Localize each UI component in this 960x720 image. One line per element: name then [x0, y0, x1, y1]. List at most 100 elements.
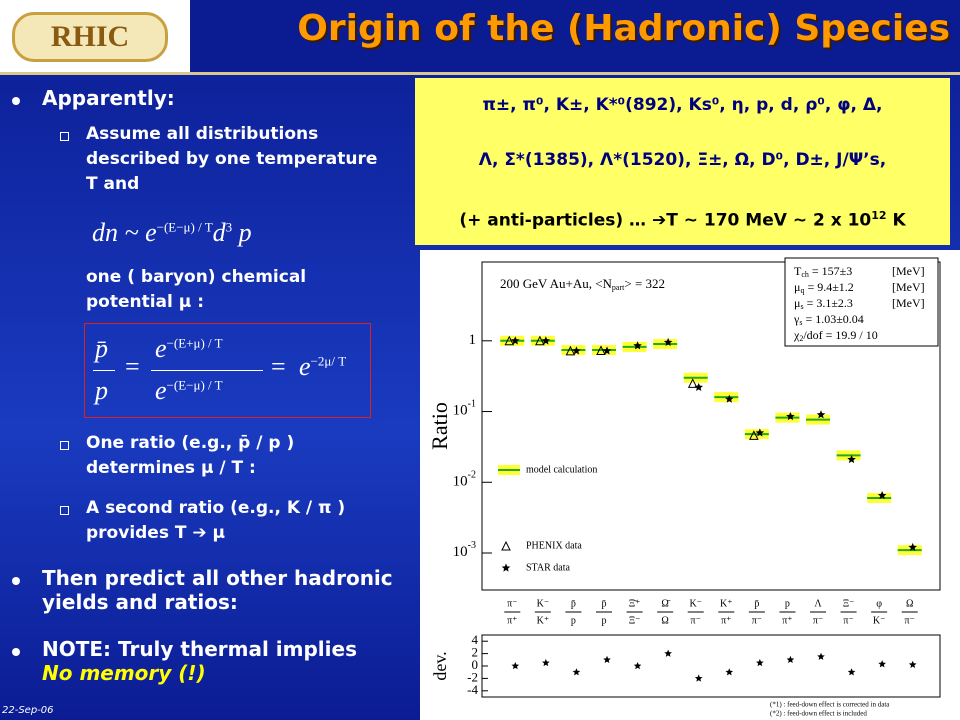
f-part: e−(E−μ) / T: [155, 376, 223, 406]
footnote: (*2) : feed-down effect is included: [770, 710, 867, 718]
box-text: K: [886, 210, 906, 231]
fit-row: = 9.4±1.2: [804, 280, 853, 294]
fit-row: γ: [793, 312, 800, 326]
star-point: [663, 337, 673, 347]
slide-title: Origin of the (Hadronic) Species: [297, 8, 950, 49]
dev-point: [664, 649, 672, 657]
fit-row: T: [794, 264, 802, 278]
star-point: [633, 341, 642, 350]
box-text: (+ anti-particles) … ➔T ~ 170 MeV ~ 2 x …: [459, 210, 872, 231]
frac-bar: [93, 370, 115, 371]
star-point: [694, 382, 703, 391]
fit-row: = 1.03±0.04: [802, 312, 863, 326]
legend-label: PHENIX data: [526, 540, 582, 551]
frac-bar: [151, 370, 263, 371]
box-line: Λ, Σ*(1385), Λ*(1520), Ξ±, Ω, D⁰, D±, J/…: [478, 150, 887, 170]
category-denominator: p: [602, 615, 607, 626]
fit-row: γs = 1.03±0.04: [793, 312, 864, 327]
category-denominator: π⁻: [691, 615, 701, 626]
box-line: π±, π⁰, K±, K*⁰(892), Ks⁰, η, p, d, ρ⁰, …: [482, 95, 883, 115]
sub-bullet: [60, 506, 69, 515]
star-point: [541, 336, 551, 345]
category-numerator: Ω̄: [661, 598, 670, 609]
y-axis-label: Ratio: [427, 402, 452, 450]
box-line: (+ anti-particles) … ➔T ~ 170 MeV ~ 2 x …: [415, 188, 950, 249]
sub-text: Assume all distributions described by on…: [86, 124, 378, 194]
phenix-point: [565, 345, 576, 356]
category-numerator: p̄: [754, 598, 759, 609]
f-part: 3: [225, 219, 233, 235]
y-tick-label: -1: [468, 399, 476, 410]
fit-row: = 3.1±2.3: [804, 296, 853, 310]
star-point: [725, 394, 734, 403]
date: 22-Sep-06: [2, 705, 54, 716]
fit-row: μ: [794, 280, 800, 294]
category-numerator: p: [785, 598, 790, 609]
star-point: [908, 542, 917, 552]
f-part: =: [125, 352, 140, 381]
category-denominator: K⁻: [873, 615, 886, 626]
dev-tick-label: 2: [472, 645, 479, 660]
dev-point: [908, 660, 917, 668]
f-part: e: [299, 352, 311, 381]
title-band: [190, 0, 960, 72]
f-part: −(E+μ) / T: [166, 335, 223, 351]
y-tick-label: 10: [453, 403, 468, 419]
plot-title: 200 GeV Au+Au, <N: [500, 276, 613, 291]
dev-point: [694, 674, 703, 682]
plot-title: 200 GeV Au+Au, <Npart> = 322: [500, 276, 665, 292]
formula: dn ~ e−(E−μ) / Td3 p: [92, 218, 252, 248]
f-part: p̄: [95, 334, 108, 363]
star-point: [847, 454, 856, 464]
star-point: [786, 412, 795, 421]
category-numerator: φ: [876, 598, 882, 609]
category-denominator: Ω: [661, 615, 668, 626]
fit-row: s: [799, 318, 802, 327]
fit-row: 2: [799, 334, 803, 343]
plot-title: > = 322: [624, 276, 665, 291]
sub-bullet: [60, 441, 69, 450]
dev-point: [847, 668, 856, 676]
bullet-text: NOTE: Truly thermal implies No memory (!): [42, 637, 412, 685]
y-tick-label: 10: [453, 544, 468, 560]
star-point: [755, 428, 765, 437]
legend-label: model calculation: [526, 464, 597, 475]
dev-point: [511, 662, 520, 670]
fit-box: [784, 257, 939, 347]
phenix-point: [504, 335, 515, 346]
category-numerator: Ξ̄⁺: [629, 598, 641, 609]
dev-point: [542, 658, 550, 667]
phenix-point: [749, 430, 759, 440]
dev-tick-label: -2: [467, 669, 478, 684]
category-numerator: K⁺: [720, 598, 733, 609]
rule: [0, 72, 960, 75]
fit-row: μ: [794, 296, 800, 310]
fit-row: /dof = 19.9 / 10: [803, 328, 877, 342]
fit-row: s: [800, 302, 803, 311]
category-numerator: Ξ⁻: [843, 598, 855, 609]
sub-text: A second ratio (e.g., K / π ) provides T…: [86, 498, 346, 543]
legend-swatch: [501, 563, 511, 572]
fit-row: q: [800, 286, 804, 295]
sub-text: One ratio (e.g., p̄ / p ) determines μ /…: [86, 433, 295, 478]
star-point: [602, 346, 612, 355]
y-tick-label: 1: [469, 332, 477, 348]
dev-frame: [481, 634, 941, 698]
f-part: dn ~ e: [92, 218, 157, 247]
f-part: e−(E+μ) / T: [155, 334, 223, 364]
logo-area: RHIC: [0, 0, 190, 72]
dev-axis-label: dev.: [430, 651, 450, 680]
category-denominator: π⁺: [721, 615, 731, 626]
y-tick-label: 10-1: [453, 399, 476, 419]
bullet: [12, 577, 20, 585]
plot-title: part: [612, 283, 625, 292]
plot-frame: [481, 261, 941, 591]
category-denominator: π⁻: [843, 615, 853, 626]
dev-point: [633, 662, 642, 670]
f-part: e: [155, 376, 167, 405]
dev-point: [756, 658, 764, 667]
f-part: −(E−μ) / T: [166, 377, 223, 393]
star-point: [877, 491, 887, 500]
category-numerator: Ω: [906, 598, 913, 609]
fit-unit: [MeV]: [892, 264, 925, 278]
